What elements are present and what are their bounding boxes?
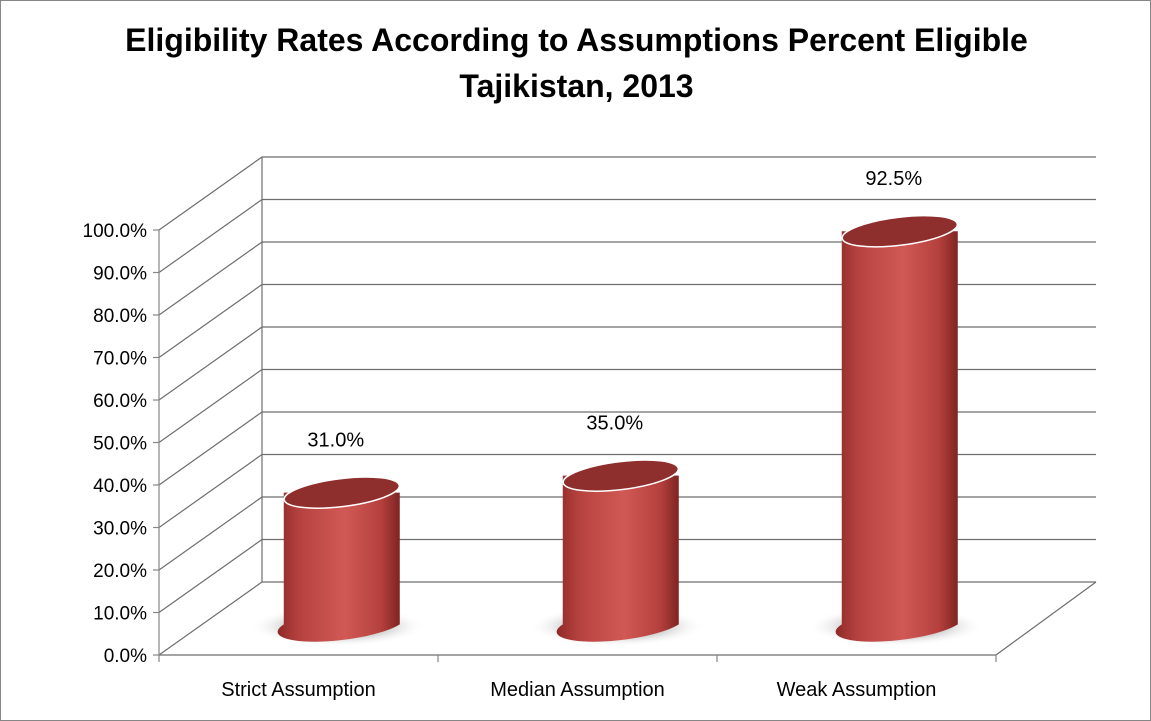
gridline: [158, 198, 1096, 273]
labels: 31.0% Strict Assumption 35.0% Median Assump…: [221, 168, 936, 701]
y-tick-label: 80.0%: [93, 306, 147, 327]
y-tick-label: 100.0%: [83, 221, 148, 242]
y-tick-label: 10.0%: [93, 604, 147, 625]
bars: [249, 214, 984, 647]
y-tick-label: 30.0%: [93, 519, 147, 540]
chart-title: Eligibility Rates According to Assumptio…: [125, 22, 1028, 58]
gridline: [158, 368, 1096, 443]
bar-top: [841, 214, 959, 248]
y-tick-label: 40.0%: [93, 476, 147, 497]
gridline: [158, 326, 1096, 401]
gridline: [158, 156, 1096, 231]
y-tick-label: 50.0%: [93, 434, 147, 455]
chart-subtitle: Tajikistan, 2013: [459, 68, 694, 104]
x-category-label: Strict Assumption: [221, 679, 376, 701]
y-tick-label: 60.0%: [93, 391, 147, 412]
bar: [277, 492, 400, 642]
bar: [556, 475, 679, 642]
y-tick-label: 90.0%: [93, 264, 147, 285]
gridline: [158, 538, 1096, 613]
bar-top: [283, 476, 401, 509]
gridline: [158, 283, 1096, 358]
gridline: [158, 581, 1096, 656]
x-category-label: Median Assumption: [490, 679, 665, 701]
y-tick-label: 20.0%: [93, 561, 147, 582]
data-label: 31.0%: [307, 430, 364, 452]
gridline: [158, 453, 1096, 528]
gridline: [158, 496, 1096, 571]
data-label: 35.0%: [586, 413, 643, 435]
bar: [835, 231, 958, 642]
data-label: 92.5%: [865, 168, 922, 190]
bar-top: [562, 459, 680, 492]
chart-title-block: Eligibility Rates According to Assumptio…: [1, 17, 1151, 109]
gridline: [158, 241, 1096, 316]
y-tick-label: 0.0%: [104, 646, 147, 667]
axes: 0.0% 10.0% 20.0% 30.0% 40.0% 50.0% 60.0% 70.0% 8…: [83, 221, 997, 667]
y-tick-label: 70.0%: [93, 349, 147, 370]
gridline: [158, 411, 1096, 486]
x-category-label: Weak Assumption: [777, 679, 937, 701]
